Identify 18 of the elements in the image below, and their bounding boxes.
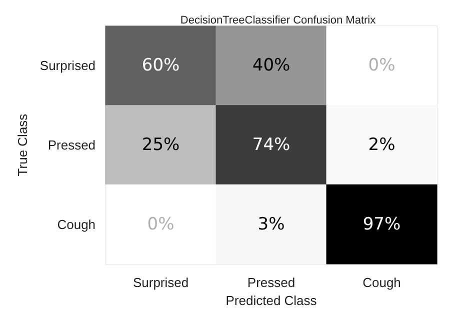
data-label: 3%: [258, 214, 285, 234]
data-label: 2%: [368, 135, 396, 155]
data-label: 74%: [252, 135, 290, 155]
x-tick-label: Cough: [362, 275, 401, 290]
data-label: 0%: [147, 214, 174, 234]
y-tick-label: Pressed: [48, 138, 96, 152]
x-tick-label: Pressed: [247, 275, 296, 290]
data-label: 0%: [368, 56, 396, 76]
data-label: 60%: [142, 56, 180, 76]
y-tick-label: Surprised: [40, 58, 96, 74]
x-axis-title: Predicted Class: [226, 292, 318, 308]
data-label: 25%: [142, 135, 180, 155]
chart-title: DecisionTreeClassifier Confusion Matrix: [180, 14, 376, 26]
data-label: 97%: [362, 214, 401, 234]
y-axis-title: True Class: [15, 113, 30, 176]
x-tick-label: Surprised: [132, 275, 189, 290]
data-label: 40%: [252, 56, 290, 76]
y-tick-label: Cough: [57, 216, 96, 232]
